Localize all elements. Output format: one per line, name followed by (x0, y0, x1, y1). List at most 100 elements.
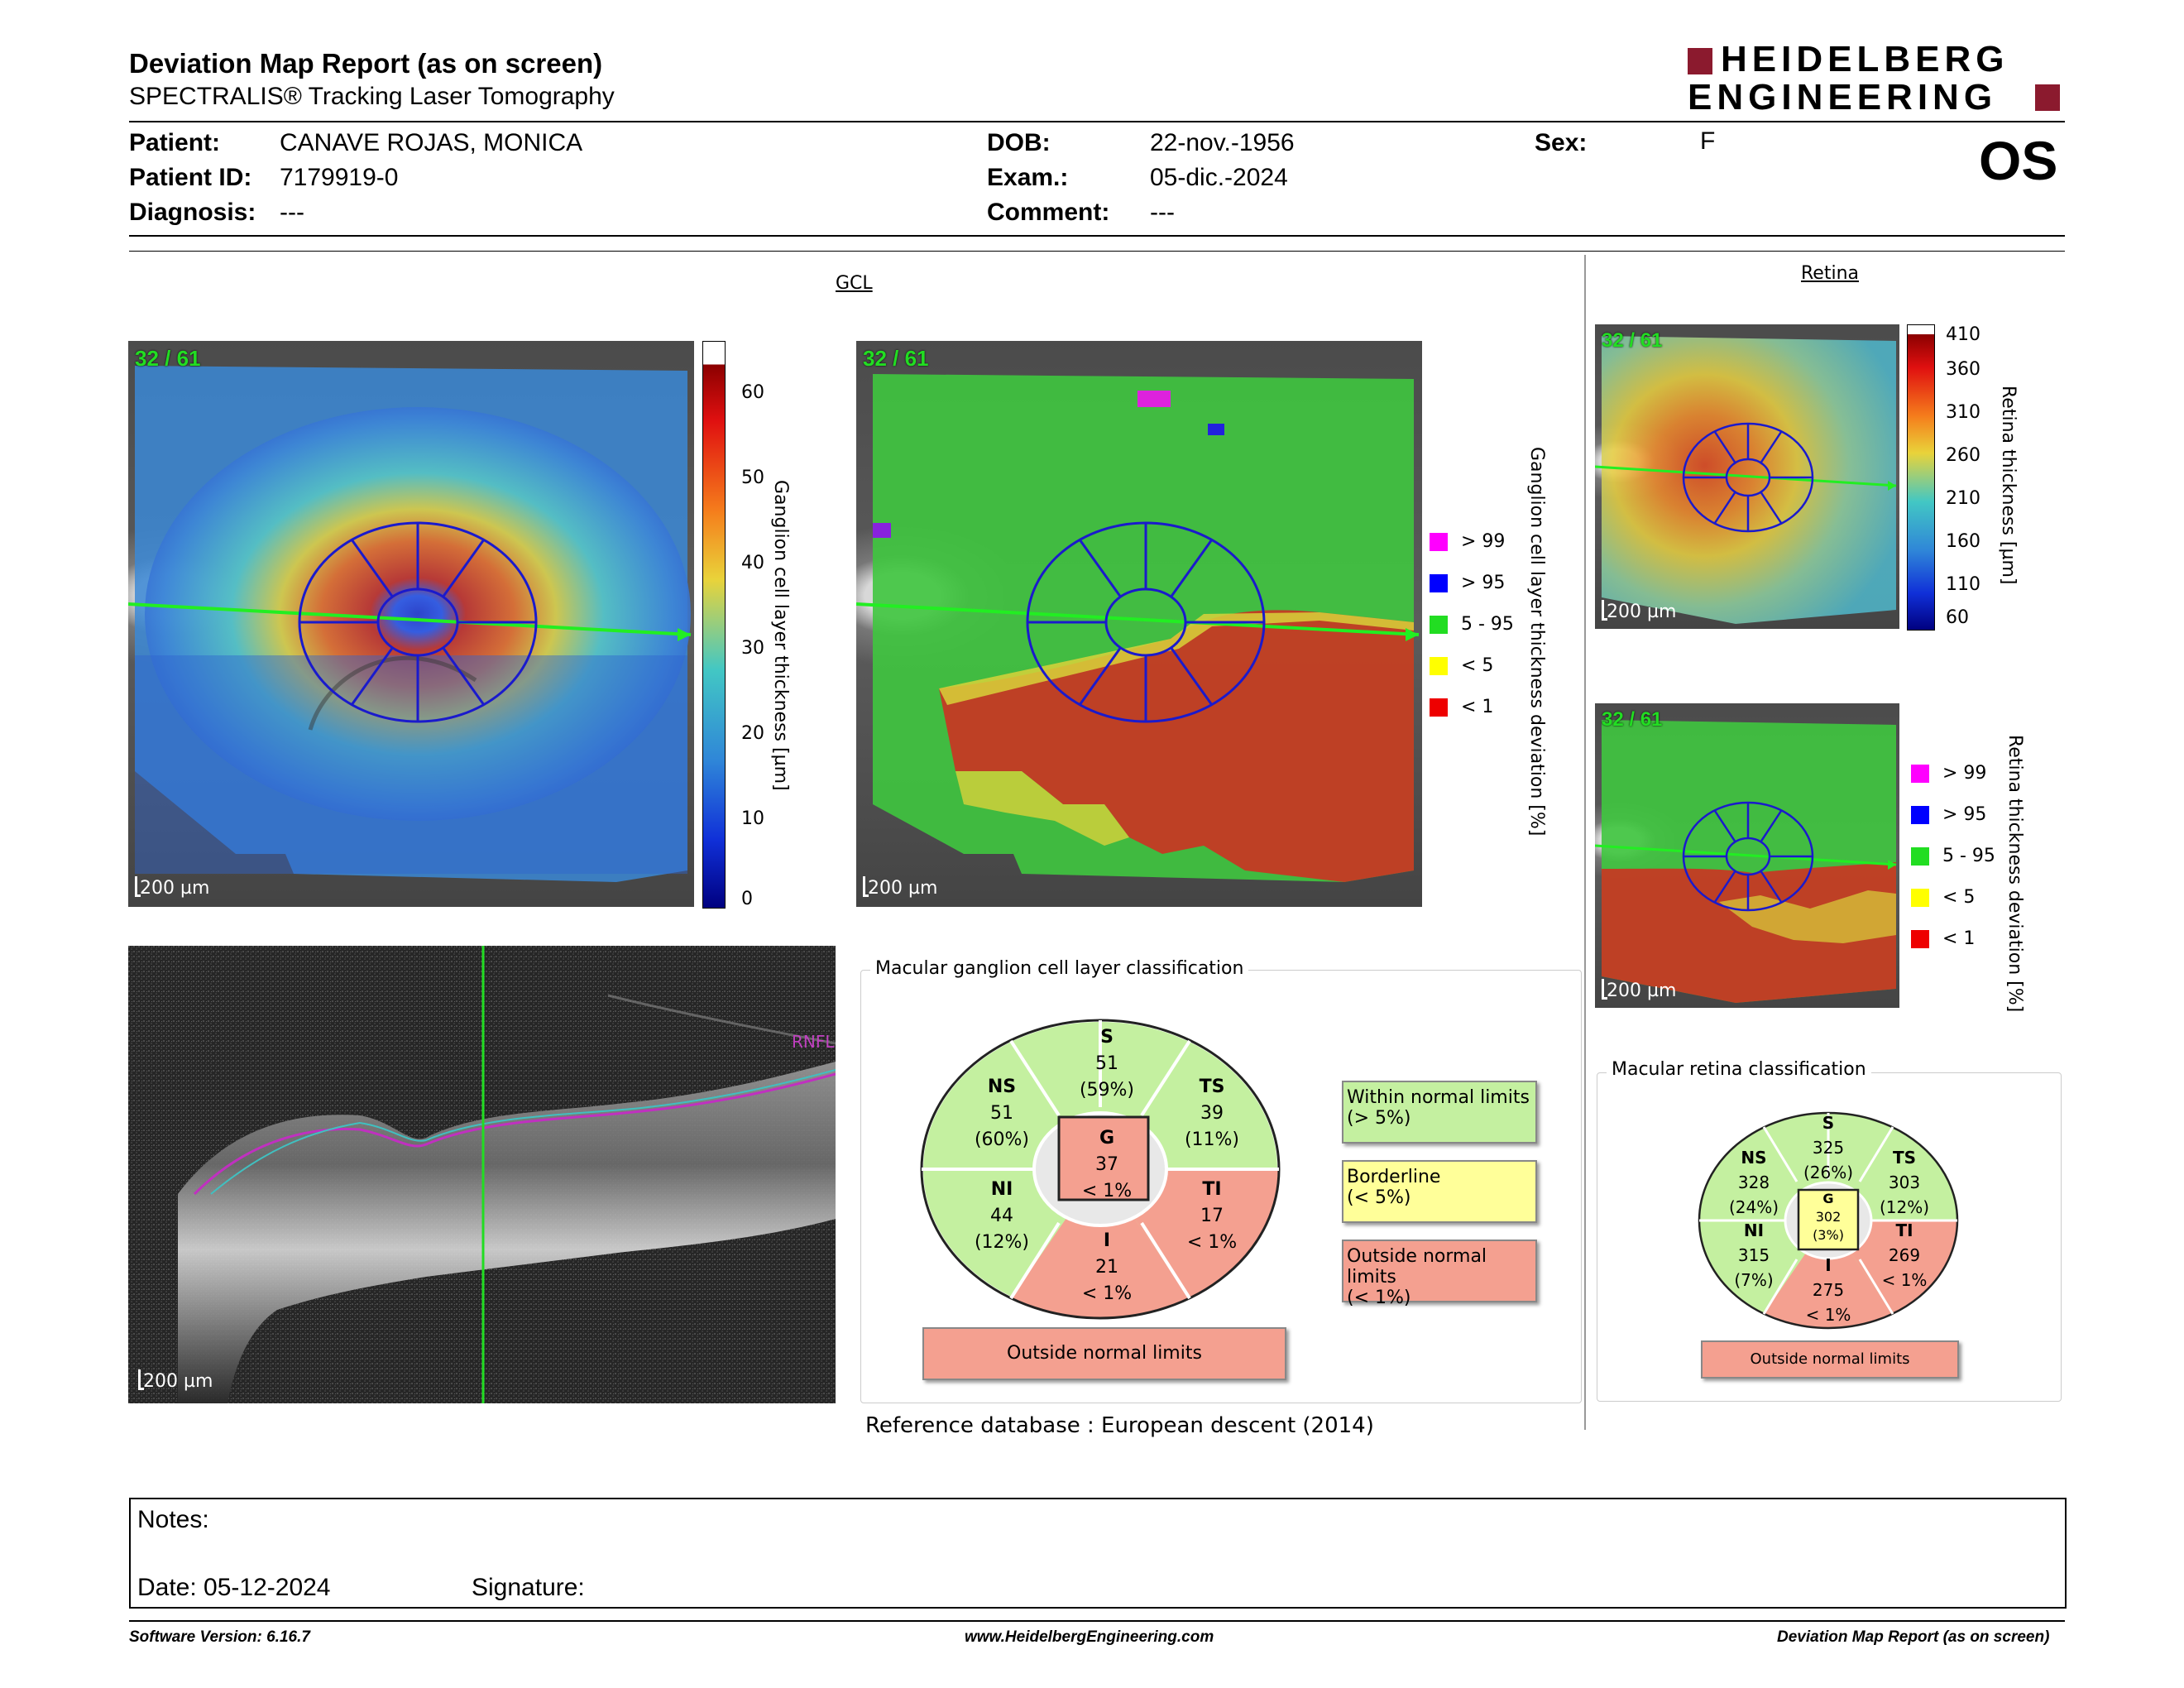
exam-value: 05-dic.-2024 (1150, 164, 1288, 191)
sector-value: 39 (1200, 1103, 1224, 1124)
notes-box[interactable]: Notes: Date: 05-12-2024 Signature: (129, 1498, 2067, 1609)
sector-name: TS (1892, 1148, 1917, 1168)
legend-item: < 1 (1911, 928, 1975, 949)
key-range: (> 5%) (1347, 1108, 1411, 1129)
gcl-sector-g: G 37 < 1% (1061, 1125, 1152, 1205)
patient-name: CANAVE ROJAS, MONICA (280, 129, 583, 156)
gcl-thickness-ticks: 60 50 40 30 20 10 0 (733, 382, 766, 912)
gcl-tick: 10 (741, 808, 764, 829)
date-label: Date: 05-12-2024 (137, 1574, 331, 1601)
sector-pct: (3%) (1813, 1227, 1844, 1243)
legend-item: < 5 (1430, 655, 1493, 676)
legend-swatch (1430, 656, 1448, 675)
retina-result-label: Outside normal limits (1750, 1350, 1910, 1368)
retina-sector-s: S 325 (26%) (1795, 1110, 1861, 1185)
sector-pct: < 1% (1881, 1270, 1928, 1290)
legend-swatch (1430, 573, 1448, 592)
legend-item: < 1 (1430, 697, 1493, 717)
sector-name: TI (1202, 1179, 1222, 1200)
exam-label: Exam.: (987, 164, 1069, 191)
key-label: Borderline (1347, 1167, 1441, 1187)
retina-classification-title: Macular retina classification (1607, 1059, 1871, 1080)
legend-swatch (1911, 888, 1929, 907)
sector-value: 303 (1888, 1172, 1921, 1192)
legend-item: > 99 (1911, 763, 1986, 784)
gcl-sector-ti: TI 17 < 1% (1166, 1177, 1257, 1256)
brand-logo: HEIDELBERG ENGINEERING (1688, 41, 2065, 117)
sector-value: 269 (1888, 1245, 1921, 1265)
legend-label: > 95 (1942, 804, 1987, 825)
sector-pct: (12%) (974, 1232, 1030, 1253)
sector-name: S (1100, 1027, 1114, 1048)
logo-square-top (1688, 48, 1712, 74)
sector-value: 21 (1095, 1257, 1118, 1278)
key-label: Outside normal limits (1347, 1246, 1487, 1288)
gcl-tick: 40 (741, 553, 764, 573)
legend-label: > 99 (1942, 763, 1987, 784)
retina-tick: 210 (1946, 488, 1980, 509)
sector-name: NS (1741, 1148, 1767, 1168)
legend-swatch (1911, 764, 1929, 783)
retina-deviation-legend: > 99 > 95 5 - 95 < 5 < 1 (1911, 763, 2002, 953)
legend-item: 5 - 95 (1911, 846, 1995, 866)
sector-value: 315 (1737, 1245, 1770, 1265)
key-borderline: Borderline (< 5%) (1342, 1160, 1537, 1223)
gcl-deviation-axis-label: Ganglion cell layer thickness deviation … (1526, 447, 1547, 837)
dob-value: 22-nov.-1956 (1150, 129, 1295, 156)
gcl-section-title: GCL (836, 273, 873, 294)
retina-thickness-colorbar (1907, 324, 1935, 631)
patient-id-label: Patient ID: (129, 164, 252, 191)
gcl-slice-counter: 32 / 61 (135, 346, 201, 371)
legend-swatch (1911, 805, 1929, 824)
retina-sector-chart (1698, 1111, 1959, 1330)
gcl-deviation-slice-counter: 32 / 61 (863, 346, 929, 371)
retina-thickness-ticks: 410 360 310 260 210 160 110 60 (1941, 324, 1990, 629)
gcl-tick: 0 (741, 889, 753, 909)
software-version: Software Version: 6.16.7 (129, 1628, 310, 1646)
sector-pct: (26%) (1803, 1163, 1854, 1182)
legend-item: 5 - 95 (1430, 614, 1514, 635)
retina-tick: 360 (1946, 359, 1980, 380)
sector-name: I (1103, 1230, 1111, 1251)
sector-value: 37 (1095, 1154, 1118, 1175)
sector-pct: (11%) (1184, 1129, 1240, 1150)
website-link[interactable]: www.HeidelbergEngineering.com (965, 1628, 1214, 1646)
sector-value: 51 (1095, 1053, 1118, 1074)
legend-label: > 95 (1461, 573, 1506, 593)
bscan-scale-bar: 200 µm (137, 1369, 213, 1392)
footer-report-name: Deviation Map Report (as on screen) (1777, 1628, 2050, 1646)
diagnosis-value: --- (280, 199, 304, 226)
gcl-sector-chart (920, 1019, 1281, 1320)
gcl-sector-ns: NS 51 (60%) (956, 1074, 1047, 1153)
legend-label: < 5 (1461, 655, 1494, 676)
patient-divider (129, 235, 2065, 237)
sector-name: G (1099, 1128, 1115, 1149)
sector-pct: (12%) (1879, 1197, 1930, 1217)
rnfl-layer-label: RNFL (792, 1032, 835, 1052)
key-within-normal: Within normal limits (> 5%) (1342, 1081, 1537, 1144)
notes-label: Notes: (137, 1506, 209, 1533)
legend-swatch (1430, 698, 1448, 717)
sex-label: Sex: (1535, 129, 1588, 156)
retina-sector-i: I 275 < 1% (1795, 1253, 1861, 1327)
gcl-sector-s: S 51 (59%) (1061, 1024, 1152, 1104)
retina-sector-ts: TS 303 (12%) (1871, 1145, 1937, 1220)
sector-name: NI (1743, 1220, 1765, 1240)
gcl-tick: 50 (741, 468, 764, 488)
sector-pct: < 1% (1081, 1181, 1133, 1201)
brand-line1: HEIDELBERG (1721, 39, 2009, 79)
column-divider (1584, 255, 1586, 1430)
retina-thickness-overlay (1595, 336, 1897, 624)
legend-swatch (1911, 846, 1929, 866)
retina-deviation-axis-label: Retina thickness deviation [%] (2004, 735, 2025, 1013)
sector-pct: (24%) (1728, 1197, 1779, 1217)
retina-tick: 110 (1946, 574, 1980, 595)
report-subtitle: SPECTRALIS® Tracking Laser Tomography (129, 83, 615, 110)
patient-id: 7179919-0 (280, 164, 399, 191)
brand-line2: ENGINEERING (1688, 77, 1998, 117)
sector-pct: (60%) (974, 1129, 1030, 1150)
retina-slice-counter: 32 / 61 (1602, 329, 1663, 352)
gcl-scale-bar: 200 µm (134, 876, 210, 899)
gcl-tick: 20 (741, 723, 764, 744)
gcl-deviation-legend: > 99 > 95 5 - 95 < 5 < 1 (1430, 531, 1529, 722)
